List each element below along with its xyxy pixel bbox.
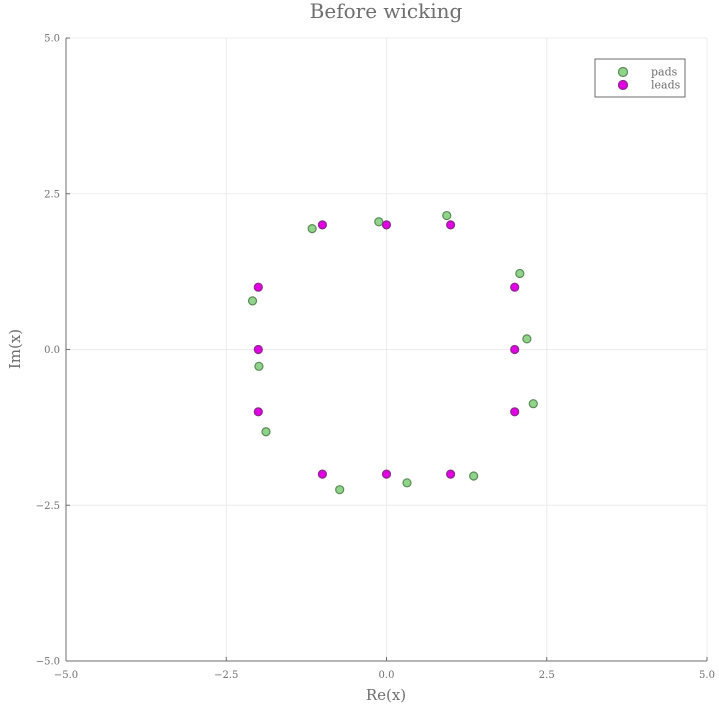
- pads-point: [402, 478, 412, 488]
- leads-point: [253, 282, 263, 292]
- legend-marker-leads: [617, 79, 629, 91]
- leads-point: [253, 407, 263, 417]
- legend-label-pads: pads: [651, 66, 678, 79]
- pads-point: [307, 224, 317, 234]
- leads-point: [446, 469, 456, 479]
- x-tick-label: 0.0: [379, 670, 395, 681]
- x-axis-label: Re(x): [366, 686, 406, 704]
- leads-point: [510, 282, 520, 292]
- leads-point: [317, 469, 327, 479]
- x-tick-label: −5.0: [54, 670, 78, 681]
- x-axis-ticks: −5.0 −2.5 0.0 2.5 5.0: [54, 657, 715, 681]
- leads-point: [446, 220, 456, 230]
- legend-label-leads: leads: [651, 79, 681, 92]
- pads-point: [335, 485, 345, 495]
- pads-point: [515, 268, 525, 279]
- leads-point: [317, 220, 327, 230]
- x-tick-label: 5.0: [699, 670, 715, 681]
- leads-point: [381, 469, 392, 479]
- x-tick-label: −2.5: [214, 670, 238, 681]
- y-tick-label: 0.0: [44, 345, 60, 356]
- pads-point: [522, 334, 532, 344]
- pads-point: [247, 296, 258, 306]
- y-tick-label: −5.0: [36, 657, 60, 668]
- pads-point: [254, 361, 264, 371]
- pads-point: [528, 399, 538, 409]
- leads-point: [510, 407, 520, 417]
- data-points: [247, 210, 538, 495]
- y-tick-label: 5.0: [44, 34, 60, 45]
- pads-point: [261, 427, 271, 437]
- y-tick-label: −2.5: [36, 501, 60, 512]
- x-tick-label: 2.5: [539, 670, 555, 681]
- pads-point: [469, 471, 479, 481]
- chart-title: Before wicking: [310, 0, 463, 23]
- legend-marker-pads: [617, 66, 629, 78]
- pads-point: [374, 217, 384, 227]
- y-axis-ticks: −5.0 −2.5 0.0 2.5 5.0: [36, 34, 70, 668]
- y-axis-label: Im(x): [6, 329, 24, 369]
- grid: [65, 37, 708, 662]
- pads-point: [442, 210, 452, 221]
- y-tick-label: 2.5: [44, 189, 60, 200]
- legend-box: [594, 58, 686, 98]
- leads-point: [381, 220, 392, 230]
- leads-point: [510, 344, 520, 355]
- leads-point: [253, 344, 263, 355]
- series-leads: [253, 220, 520, 479]
- series-pads: [247, 210, 538, 495]
